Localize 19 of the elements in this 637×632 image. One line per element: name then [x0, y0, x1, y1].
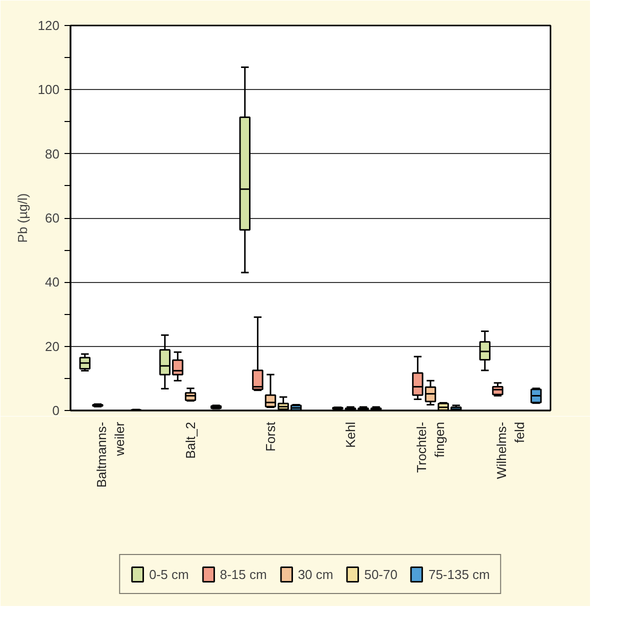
legend-label: 75-135 cm [428, 566, 490, 582]
y-tick-label: 40 [45, 274, 60, 290]
x-tick-label: Forst [263, 422, 278, 452]
y-tick-label: 20 [45, 338, 60, 354]
y-tick-label: 80 [45, 146, 60, 162]
y-tick-label: 60 [45, 210, 60, 226]
x-tick-label: Trochtel- fingen [414, 422, 447, 473]
legend-label: 0-5 cm [149, 566, 189, 582]
legend-label: 30 cm [298, 566, 334, 582]
y-axis-title: Pb (µg/l) [14, 193, 30, 243]
legend-label: 50-70 [364, 566, 398, 582]
x-tick-label: Baltmanns- weiler [94, 421, 127, 488]
y-tick-label: 0 [52, 403, 60, 418]
x-tick-label: Wilhelms- feld [494, 422, 527, 479]
x-tick-label: Kehl [343, 422, 358, 448]
y-tick-label: 120 [38, 18, 60, 33]
x-tick-label: Balt_2 [183, 422, 198, 459]
legend-label: 8-15 cm [220, 566, 267, 582]
y-tick-label: 100 [38, 82, 60, 98]
